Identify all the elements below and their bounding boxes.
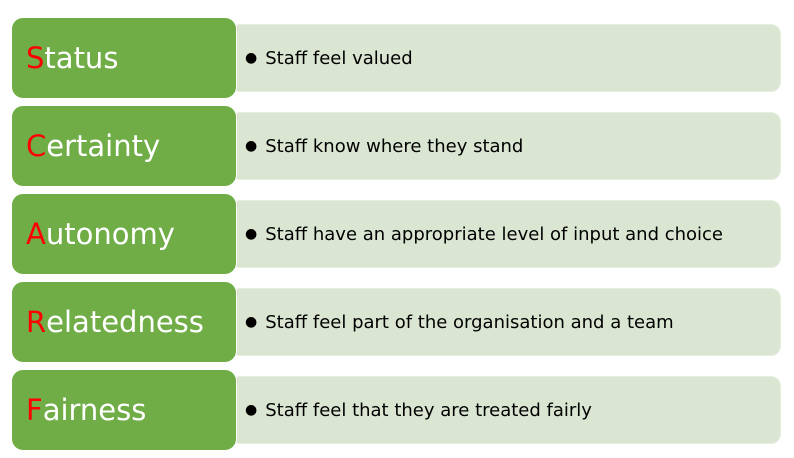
bullet-icon: ● — [245, 314, 258, 330]
detail-box: ● Staff feel valued — [230, 24, 781, 92]
detail-text: Staff have an appropriate level of input… — [265, 223, 724, 245]
initial-letter: A — [26, 217, 46, 251]
bullet-icon: ● — [245, 226, 258, 242]
key-rest: airness — [42, 393, 147, 427]
detail-text: Staff know where they stand — [265, 135, 524, 157]
diagram-row: ● Staff have an appropriate level of inpu… — [0, 193, 794, 275]
bullet-icon: ● — [245, 138, 258, 154]
key-rest: tatus — [44, 41, 119, 75]
initial-letter: S — [26, 41, 45, 75]
bullet-icon: ● — [245, 402, 258, 418]
detail-box: ● Staff know where they stand — [230, 112, 781, 180]
detail-box: ● Staff have an appropriate level of inpu… — [230, 200, 781, 268]
diagram-row: ● Staff feel that they are treated fairly… — [0, 369, 794, 451]
detail-text: Staff feel valued — [265, 47, 413, 69]
detail-text: Staff feel that they are treated fairly — [265, 399, 592, 421]
initial-letter: F — [26, 393, 43, 427]
diagram-row: ● Staff feel part of the organisation and… — [0, 281, 794, 363]
bullet-icon: ● — [245, 50, 258, 66]
key-rest: utonomy — [45, 217, 175, 251]
key-rest: elatedness — [46, 305, 204, 339]
detail-box: ● Staff feel part of the organisation and… — [230, 288, 781, 356]
key-rest: ertainty — [46, 129, 161, 163]
initial-letter: R — [26, 305, 47, 339]
detail-box: ● Staff feel that they are treated fairly — [230, 376, 781, 444]
initial-letter: C — [26, 129, 47, 163]
detail-text: Staff feel part of the organisation and … — [265, 311, 674, 333]
